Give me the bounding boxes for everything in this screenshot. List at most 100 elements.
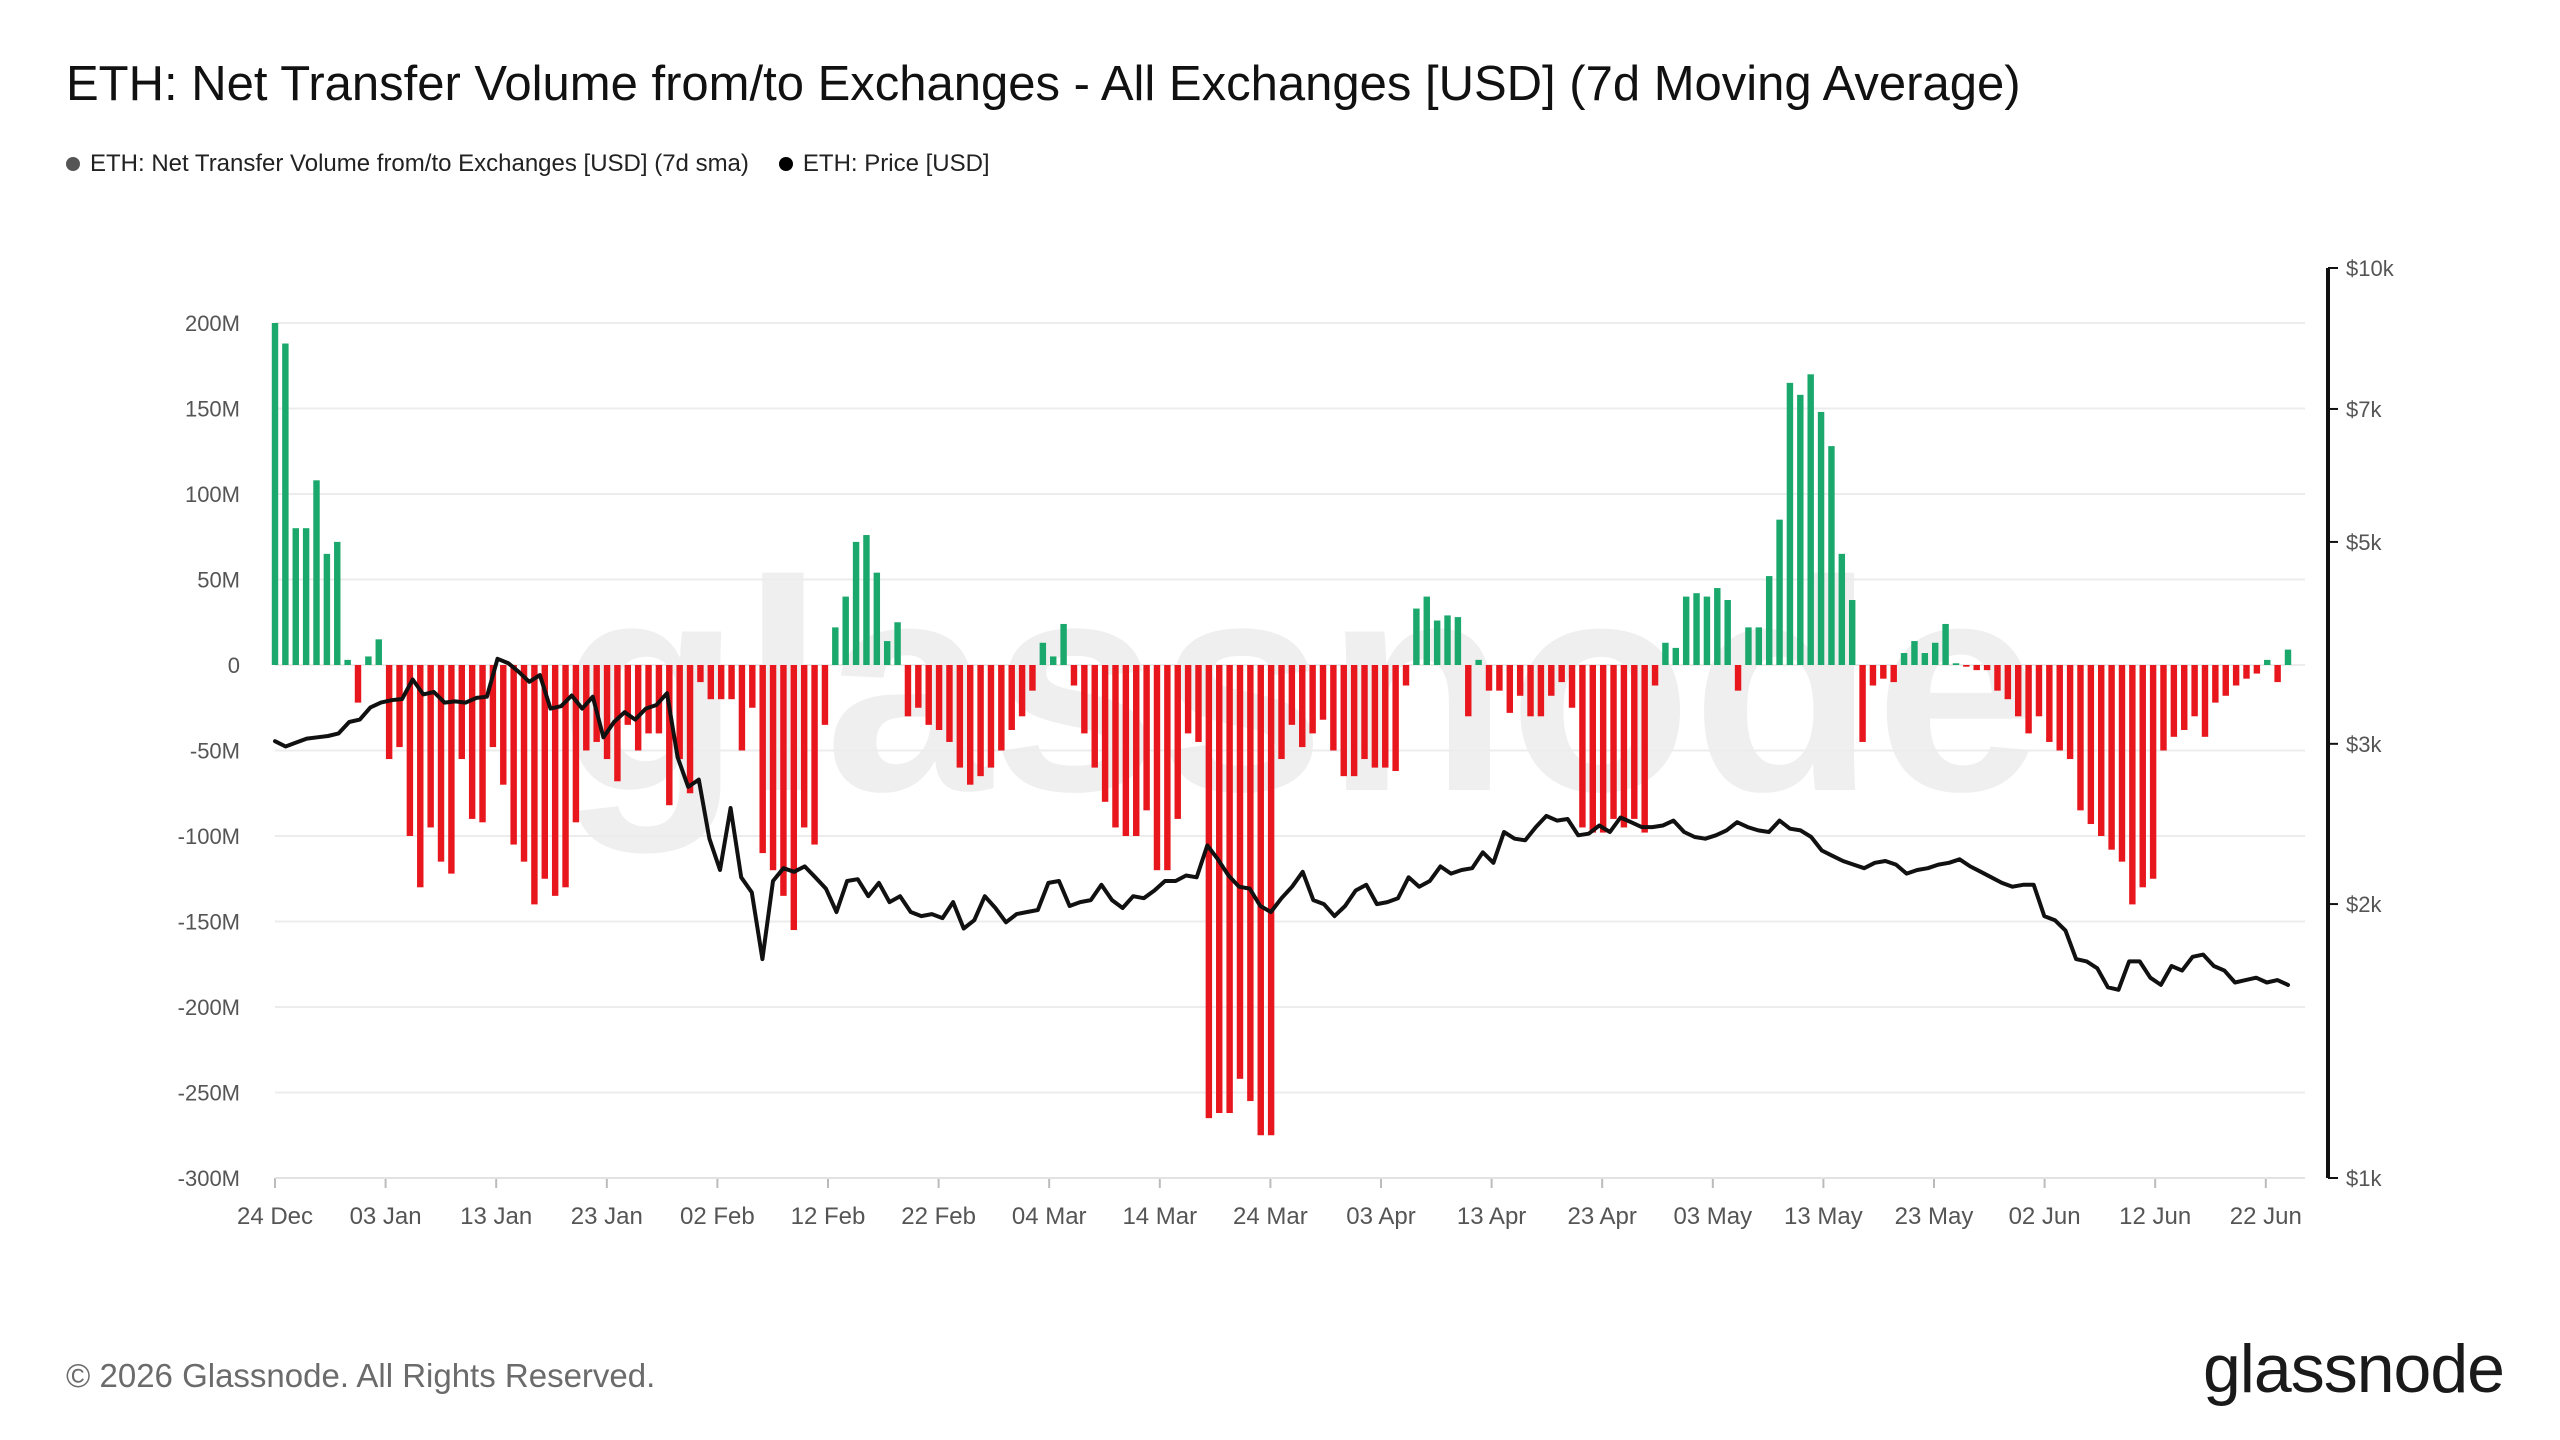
bar-outflow: [1558, 665, 1565, 683]
bar-outflow: [1184, 665, 1192, 734]
bar-outflow: [1516, 665, 1524, 696]
bar-outflow: [531, 665, 538, 905]
x-tick-label: 23 May: [1895, 1203, 1974, 1230]
bar-outflow: [1382, 665, 1389, 768]
bar-outflow: [510, 665, 517, 845]
y-tick-label: -300M: [178, 1166, 240, 1191]
bar-inflow: [375, 639, 382, 665]
price-line: [273, 656, 2290, 992]
bar-inflow: [1807, 374, 1814, 665]
bar-outflow: [2201, 665, 2209, 737]
bar-inflow: [323, 553, 331, 665]
bar-outflow: [354, 665, 362, 703]
y-tick-label: -200M: [178, 995, 240, 1020]
bar-inflow: [1454, 617, 1462, 665]
bar-outflow: [1101, 665, 1109, 802]
bar-inflow: [1755, 627, 1763, 665]
bar-outflow: [2025, 665, 2032, 734]
bar-outflow: [2139, 665, 2146, 888]
bar-outflow: [966, 665, 974, 785]
bar-inflow: [1828, 446, 1835, 665]
bar-outflow: [634, 665, 642, 751]
bar-inflow: [313, 480, 320, 665]
bar-outflow: [790, 665, 798, 931]
x-tick-label: 03 May: [1673, 1203, 1752, 1230]
bar-outflow: [717, 665, 725, 700]
bar-outflow: [1496, 665, 1503, 691]
x-tick-label: 13 May: [1784, 1203, 1863, 1230]
bar-outflow: [1589, 665, 1597, 833]
bar-outflow: [1392, 665, 1399, 772]
bar-outflow: [987, 665, 995, 768]
x-tick-label: 03 Jan: [350, 1203, 422, 1230]
right-tick-label: $7k: [2346, 397, 2382, 422]
chart-title: ETH: Net Transfer Volume from/to Exchang…: [66, 57, 2021, 111]
y-tick-label: 200M: [185, 311, 240, 336]
bar-inflow: [365, 656, 372, 665]
bar-outflow: [1973, 665, 1980, 671]
bar-outflow: [686, 665, 694, 794]
x-tick-label: 13 Jan: [460, 1203, 532, 1230]
x-tick-label: 23 Jan: [571, 1203, 643, 1230]
bar-outflow: [1216, 665, 1223, 1114]
bar-outflow: [666, 665, 673, 806]
bar-inflow: [1050, 656, 1057, 665]
bar-inflow: [1952, 663, 1960, 665]
bar-outflow: [800, 665, 808, 828]
legend-label-net-transfer: ETH: Net Transfer Volume from/to Exchang…: [90, 150, 749, 177]
bar-outflow: [2170, 665, 2178, 737]
bar-outflow: [935, 665, 943, 730]
bar-outflow: [1112, 665, 1119, 828]
bar-inflow: [1921, 653, 1929, 665]
right-tick-label: $2k: [2346, 892, 2382, 917]
bar-outflow: [676, 665, 683, 760]
bar-outflow: [468, 665, 476, 819]
bar-outflow: [500, 665, 507, 785]
legend-item-price[interactable]: ETH: Price [USD]: [778, 150, 990, 178]
legend-item-net-transfer[interactable]: ETH: Net Transfer Volume from/to Exchang…: [66, 150, 749, 178]
bar-inflow: [344, 659, 351, 665]
bar-inflow: [1662, 642, 1669, 665]
bar-outflow: [2191, 665, 2198, 717]
bar-inflow: [1838, 553, 1846, 665]
bar-outflow: [406, 665, 414, 836]
bar-outflow: [1267, 665, 1275, 1136]
x-tick-label: 13 Apr: [1457, 1203, 1526, 1230]
bar-outflow: [697, 665, 704, 683]
bar-outflow: [603, 665, 611, 760]
bar-inflow: [883, 641, 891, 665]
bar-outflow: [2108, 665, 2115, 850]
bar-outflow: [998, 665, 1005, 751]
x-tick-label: 02 Jun: [2009, 1203, 2081, 1230]
bar-outflow: [396, 665, 403, 748]
bar-outflow: [2066, 665, 2074, 760]
bar-outflow: [1610, 665, 1617, 819]
bar-outflow: [1537, 665, 1545, 717]
bar-outflow: [1299, 665, 1306, 748]
bar-outflow: [1983, 665, 1991, 671]
bar-outflow: [2253, 665, 2261, 674]
bar-outflow: [2004, 665, 2012, 700]
x-tick-label: 24 Mar: [1233, 1203, 1308, 1230]
x-tick-label: 24 Dec: [237, 1203, 313, 1230]
bar-outflow: [1350, 665, 1358, 777]
bar-outflow: [1081, 665, 1088, 734]
x-tick-label: 04 Mar: [1012, 1203, 1087, 1230]
bar-outflow: [1485, 665, 1493, 691]
bar-outflow: [977, 665, 984, 777]
bar-outflow: [417, 665, 424, 888]
bar-outflow: [448, 665, 455, 874]
bar-inflow: [852, 541, 860, 665]
bar-inflow: [1693, 593, 1700, 665]
bar-inflow: [292, 528, 299, 665]
bar-inflow: [1682, 596, 1690, 665]
bar-inflow: [1433, 620, 1441, 665]
y-tick-label: 0: [228, 653, 240, 678]
y-tick-label: -50M: [190, 739, 240, 764]
bar-outflow: [2056, 665, 2063, 751]
right-tick-label: $5k: [2346, 530, 2382, 555]
bar-outflow: [2243, 665, 2250, 679]
y-tick-label: 150M: [185, 397, 240, 422]
y-tick-label: -150M: [178, 910, 240, 935]
